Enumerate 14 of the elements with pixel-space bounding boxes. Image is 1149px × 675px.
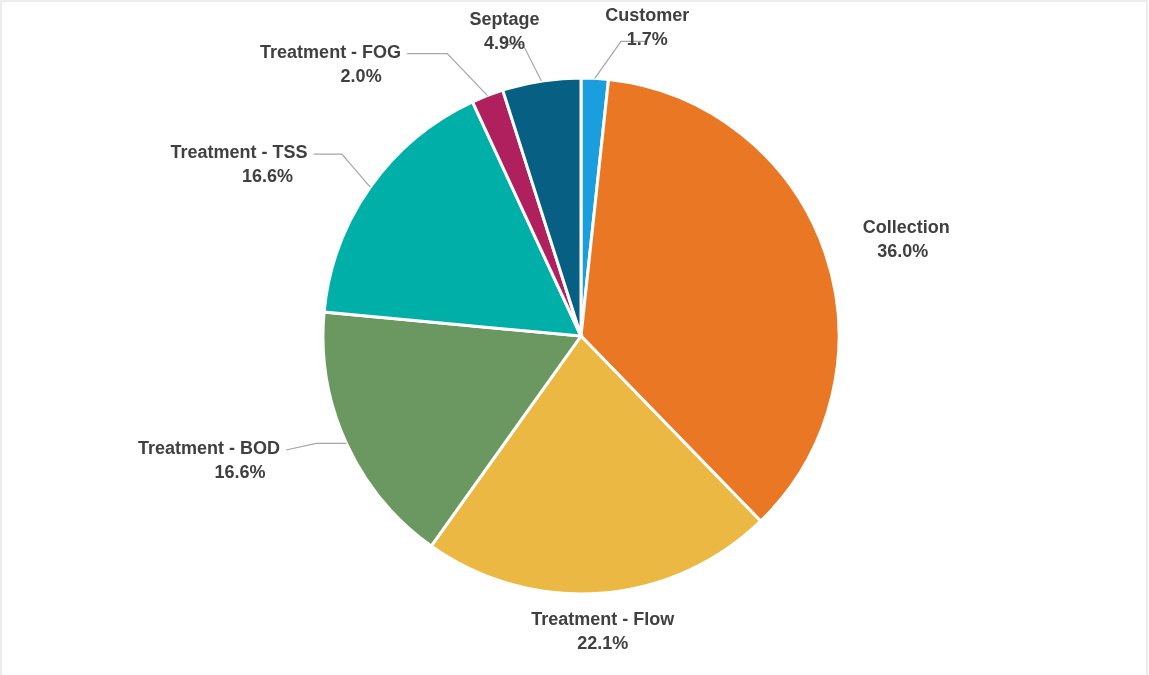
data-label: 1.7%	[626, 29, 668, 50]
slice-label: Treatment - FOG	[260, 41, 402, 62]
slice-label: Treatment - BOD	[138, 438, 281, 459]
data-label: 16.6%	[214, 462, 266, 483]
data-label: 22.1%	[577, 633, 629, 654]
slice-label: Collection	[862, 216, 950, 237]
data-label: 2.0%	[340, 65, 382, 86]
slice-label: Treatment - TSS	[170, 142, 308, 163]
slice-label: Septage	[469, 8, 540, 29]
data-label: 36.0%	[877, 240, 929, 261]
data-label: 16.6%	[242, 166, 294, 187]
slice-label: Customer	[605, 5, 690, 26]
data-label: 4.9%	[483, 32, 526, 53]
slice-label: Treatment - Flow	[531, 609, 676, 630]
